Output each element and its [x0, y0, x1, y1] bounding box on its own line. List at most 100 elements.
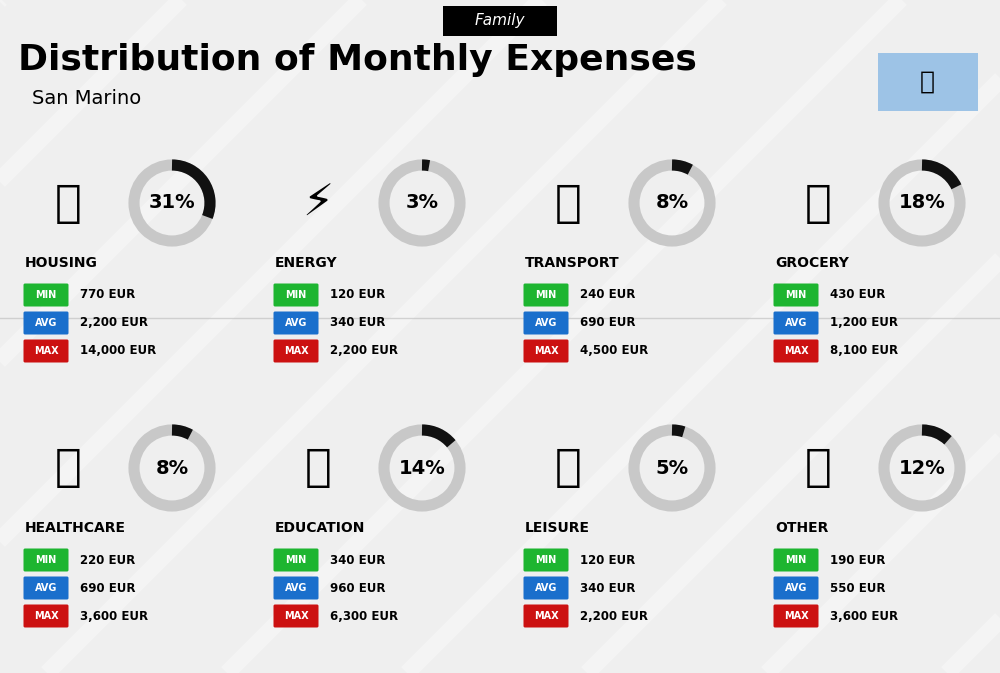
FancyBboxPatch shape — [24, 339, 68, 363]
Text: 🎓: 🎓 — [305, 446, 331, 489]
Text: HEALTHCARE: HEALTHCARE — [25, 521, 126, 535]
Text: 8,100 EUR: 8,100 EUR — [830, 345, 898, 357]
Text: MIN: MIN — [285, 555, 307, 565]
Text: AVG: AVG — [285, 583, 307, 593]
Text: AVG: AVG — [35, 583, 57, 593]
FancyBboxPatch shape — [774, 577, 818, 600]
Text: 18%: 18% — [899, 194, 945, 213]
Text: 8%: 8% — [655, 194, 689, 213]
Text: HOUSING: HOUSING — [25, 256, 98, 270]
Text: 690 EUR: 690 EUR — [580, 316, 636, 330]
Text: MAX: MAX — [534, 611, 558, 621]
Text: 340 EUR: 340 EUR — [330, 316, 385, 330]
Text: AVG: AVG — [535, 583, 557, 593]
Text: MAX: MAX — [534, 346, 558, 356]
Text: 🏥: 🏥 — [55, 446, 81, 489]
Text: 6,300 EUR: 6,300 EUR — [330, 610, 398, 623]
Text: 🛒: 🛒 — [805, 182, 831, 225]
Text: 220 EUR: 220 EUR — [80, 553, 135, 567]
Text: MAX: MAX — [284, 611, 308, 621]
FancyBboxPatch shape — [524, 604, 568, 627]
Text: Distribution of Monthly Expenses: Distribution of Monthly Expenses — [18, 43, 697, 77]
FancyBboxPatch shape — [878, 53, 978, 111]
Text: 12%: 12% — [899, 458, 945, 478]
Text: MIN: MIN — [785, 290, 807, 300]
FancyBboxPatch shape — [274, 283, 318, 306]
FancyBboxPatch shape — [442, 6, 557, 36]
Text: 2,200 EUR: 2,200 EUR — [80, 316, 148, 330]
FancyBboxPatch shape — [24, 312, 68, 334]
Text: AVG: AVG — [785, 318, 807, 328]
Text: 8%: 8% — [155, 458, 189, 478]
Text: San Marino: San Marino — [32, 89, 141, 108]
Text: EDUCATION: EDUCATION — [275, 521, 365, 535]
Text: AVG: AVG — [535, 318, 557, 328]
Text: 🏛️: 🏛️ — [920, 70, 935, 94]
FancyBboxPatch shape — [24, 577, 68, 600]
Text: 430 EUR: 430 EUR — [830, 289, 885, 302]
Text: 960 EUR: 960 EUR — [330, 581, 386, 594]
Text: 770 EUR: 770 EUR — [80, 289, 135, 302]
Text: 3,600 EUR: 3,600 EUR — [830, 610, 898, 623]
FancyBboxPatch shape — [24, 548, 68, 571]
Text: 14,000 EUR: 14,000 EUR — [80, 345, 156, 357]
Text: MIN: MIN — [535, 290, 557, 300]
Text: Family: Family — [475, 13, 525, 28]
Text: 690 EUR: 690 EUR — [80, 581, 136, 594]
Text: 2,200 EUR: 2,200 EUR — [580, 610, 648, 623]
Text: ENERGY: ENERGY — [275, 256, 338, 270]
Text: 120 EUR: 120 EUR — [330, 289, 385, 302]
FancyBboxPatch shape — [774, 604, 818, 627]
Text: 🚌: 🚌 — [555, 182, 581, 225]
FancyBboxPatch shape — [24, 604, 68, 627]
FancyBboxPatch shape — [524, 312, 568, 334]
Text: MIN: MIN — [785, 555, 807, 565]
Text: 4,500 EUR: 4,500 EUR — [580, 345, 648, 357]
Text: 🏢: 🏢 — [55, 182, 81, 225]
FancyBboxPatch shape — [274, 312, 318, 334]
Text: AVG: AVG — [785, 583, 807, 593]
FancyBboxPatch shape — [774, 283, 818, 306]
Text: 340 EUR: 340 EUR — [580, 581, 635, 594]
Text: AVG: AVG — [35, 318, 57, 328]
Text: MIN: MIN — [35, 555, 57, 565]
FancyBboxPatch shape — [774, 312, 818, 334]
FancyBboxPatch shape — [24, 283, 68, 306]
Text: 340 EUR: 340 EUR — [330, 553, 385, 567]
Text: 2,200 EUR: 2,200 EUR — [330, 345, 398, 357]
Text: 550 EUR: 550 EUR — [830, 581, 886, 594]
Text: ⚡: ⚡ — [302, 182, 334, 225]
FancyBboxPatch shape — [524, 339, 568, 363]
Text: 1,200 EUR: 1,200 EUR — [830, 316, 898, 330]
Text: 🛍️: 🛍️ — [555, 446, 581, 489]
FancyBboxPatch shape — [274, 339, 318, 363]
FancyBboxPatch shape — [274, 577, 318, 600]
FancyBboxPatch shape — [274, 548, 318, 571]
Text: 3,600 EUR: 3,600 EUR — [80, 610, 148, 623]
FancyBboxPatch shape — [524, 283, 568, 306]
FancyBboxPatch shape — [774, 548, 818, 571]
Text: MAX: MAX — [34, 611, 58, 621]
FancyBboxPatch shape — [274, 604, 318, 627]
Text: LEISURE: LEISURE — [525, 521, 590, 535]
Text: TRANSPORT: TRANSPORT — [525, 256, 620, 270]
Text: 190 EUR: 190 EUR — [830, 553, 885, 567]
Text: MAX: MAX — [784, 346, 808, 356]
Text: 💰: 💰 — [805, 446, 831, 489]
Text: 14%: 14% — [399, 458, 445, 478]
FancyBboxPatch shape — [524, 577, 568, 600]
Text: MAX: MAX — [784, 611, 808, 621]
Text: 5%: 5% — [655, 458, 689, 478]
Text: GROCERY: GROCERY — [775, 256, 849, 270]
Text: MIN: MIN — [535, 555, 557, 565]
Text: 3%: 3% — [406, 194, 438, 213]
Text: 240 EUR: 240 EUR — [580, 289, 635, 302]
Text: 120 EUR: 120 EUR — [580, 553, 635, 567]
Text: MIN: MIN — [285, 290, 307, 300]
FancyBboxPatch shape — [774, 339, 818, 363]
Text: OTHER: OTHER — [775, 521, 828, 535]
Text: AVG: AVG — [285, 318, 307, 328]
Text: MAX: MAX — [34, 346, 58, 356]
Text: 31%: 31% — [149, 194, 195, 213]
FancyBboxPatch shape — [524, 548, 568, 571]
